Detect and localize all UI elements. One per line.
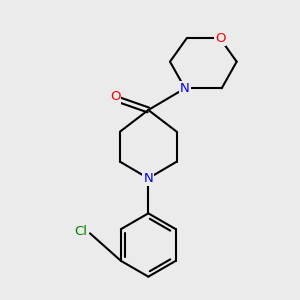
Text: N: N bbox=[143, 172, 153, 185]
Text: N: N bbox=[180, 82, 190, 95]
Text: O: O bbox=[215, 32, 225, 45]
Text: Cl: Cl bbox=[74, 225, 87, 238]
Text: O: O bbox=[110, 90, 120, 103]
